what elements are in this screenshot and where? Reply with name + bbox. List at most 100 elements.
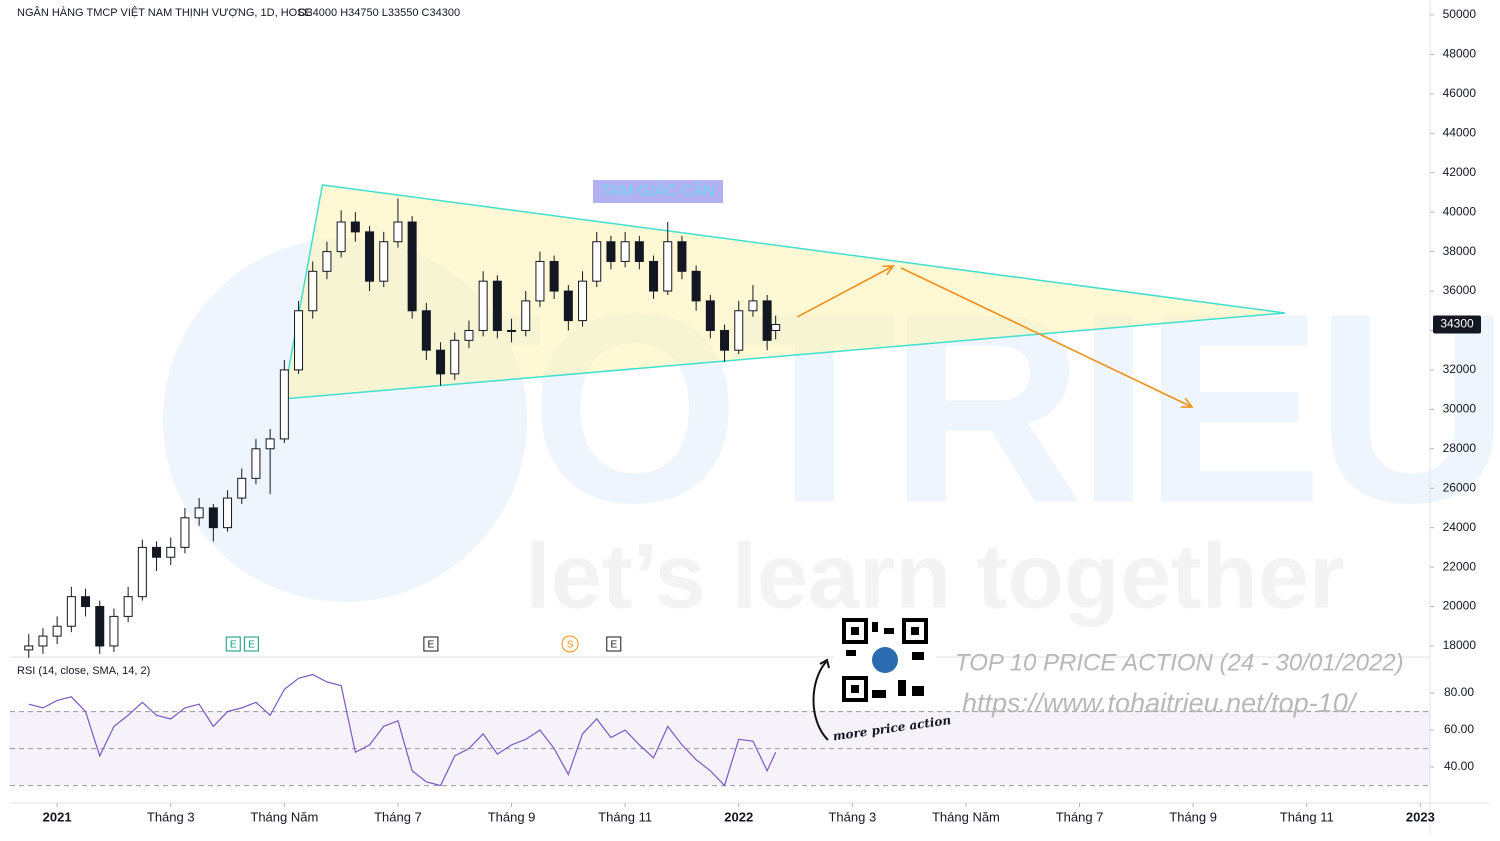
y-tick-label: 18000 [1443,638,1477,652]
candle-body [492,280,502,331]
candle-body [365,231,375,282]
candle-body [194,507,204,519]
candle-body [379,241,389,282]
x-tick-label: Tháng 11 [1280,809,1334,824]
candle-body [762,300,772,341]
candle-body [166,546,176,558]
candle-body [450,339,460,375]
x-tick-label: Tháng 7 [1056,809,1104,824]
y-tick-label: 30000 [1443,402,1477,416]
y-tick-label: 26000 [1443,480,1477,494]
event-label: E [230,640,237,651]
promo-url: https://www.tohaitrieu.net/top-10/ [962,688,1358,718]
x-tick-label: 2023 [1406,809,1435,824]
candle-body [81,596,91,608]
event-marker [423,636,439,652]
y-tick-label: 44000 [1443,125,1477,139]
x-tick-label: Tháng 9 [1169,809,1217,824]
y-tick-label: 40000 [1443,204,1477,218]
rsi-y-tick-label: 60.00 [1444,722,1474,736]
qr-code [834,612,936,710]
event-marker [561,635,579,653]
x-tick-label: 2021 [43,809,72,824]
candle-body [535,260,545,302]
event-label: E [428,640,435,651]
last-price-label: 34300 [1440,317,1474,331]
candle-body [507,329,517,332]
candle-body [265,438,275,450]
triangle-pattern [282,184,1286,400]
candle-body [691,270,701,302]
candle-body [237,477,247,499]
rsi-y-tick-label: 40.00 [1444,759,1474,773]
y-tick-label: 20000 [1443,599,1477,613]
candle-body [521,300,531,331]
last-price-box [1433,315,1481,334]
candle-body [478,280,488,331]
promo-headline: TOP 10 PRICE ACTION (24 - 30/01/2022) [955,649,1404,676]
candle-body [123,596,133,617]
rsi-line [28,673,777,787]
candle-body [279,369,289,440]
promo-arrow-head [819,658,830,669]
chart-title: NGÂN HÀNG TMCP VIỆT NAM THỊNH VƯỢNG, 1D,… [17,6,312,19]
candle-body [421,310,431,351]
candle-body [393,221,403,243]
promo-arrow [812,661,829,741]
candle-body [734,310,744,351]
candle-body [771,324,781,331]
y-tick-label: 24000 [1443,520,1477,534]
candle-body [24,645,34,651]
event-label: E [610,640,617,651]
candle-body [407,221,417,312]
candle-body [152,546,162,558]
candle-body [308,270,318,312]
candle-body [208,507,218,529]
rsi-band [10,711,1430,785]
candle-body [464,329,474,341]
candle-body [592,241,602,282]
candle-body [95,606,105,647]
candle-body [634,241,644,262]
watermark-slogan: let’s learn together [525,525,1345,627]
event-marker [225,636,241,652]
event-marker [606,636,622,652]
candle-body [705,300,715,331]
candle-body [109,615,119,647]
candle-body [620,241,630,262]
x-tick-label: Tháng 3 [828,809,876,824]
candle-body [251,448,261,479]
x-tick-label: 2022 [724,809,753,824]
projection-arrow [796,265,894,318]
candle-body [677,241,687,272]
candle-body [563,290,573,322]
x-tick-label: Tháng Năm [250,809,318,824]
y-tick-label: 42000 [1443,165,1477,179]
y-tick-label: 48000 [1443,47,1477,61]
y-tick-label: 28000 [1443,441,1477,455]
candle-body [350,221,360,233]
candle-body [336,221,346,253]
x-tick-label: Tháng 7 [374,809,422,824]
candle-body [663,241,673,292]
candle-body [606,241,616,262]
event-label: S [567,640,574,651]
x-tick-label: Tháng 9 [488,809,536,824]
x-tick-label: Tháng 3 [147,809,195,824]
y-tick-label: 36000 [1443,283,1477,297]
candle-body [137,546,147,598]
candle-body [748,300,758,312]
projection-arrow [900,267,1193,408]
candle-body [66,596,76,627]
candle-body [720,329,730,351]
candle-body [578,280,588,322]
y-tick-label: 22000 [1443,559,1477,573]
candle-body [223,497,233,529]
x-tick-label: Tháng Năm [932,809,1000,824]
candle-body [649,260,659,292]
y-tick-label: 32000 [1443,362,1477,376]
arrow-head [882,265,895,276]
candle-body [180,517,190,548]
candle-body [549,260,559,292]
